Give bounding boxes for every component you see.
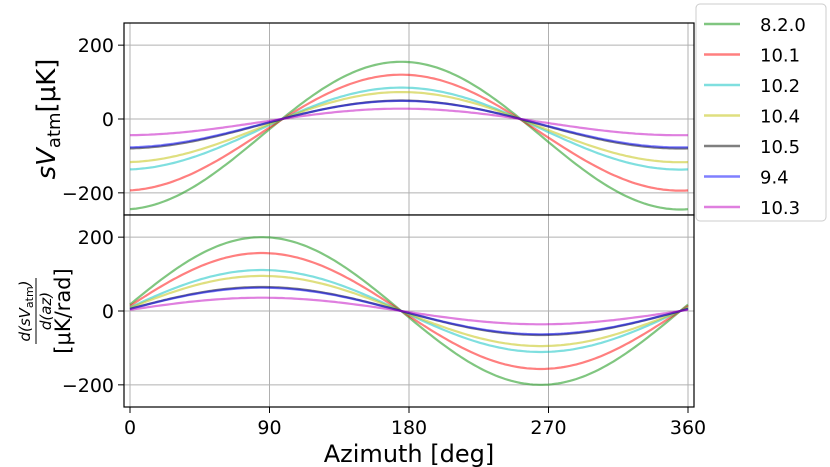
top-ylabel-sub: atm <box>44 112 65 148</box>
top-ytick-label-1: 0 <box>102 109 114 131</box>
xtick-label-270: 270 <box>530 417 566 439</box>
top-y-ticks: 200 0 −200 <box>62 35 124 205</box>
top-gridlines <box>124 23 694 215</box>
top-ylabel-unit: [μK] <box>32 59 62 113</box>
bottom-ytick-label-2: −200 <box>62 375 114 397</box>
bottom-ylabel-denominator: d(az) <box>37 292 55 330</box>
bottom-x-ticks: 0 90 180 270 360 <box>124 407 706 439</box>
bottom-series-line-10.1 <box>129 251 689 371</box>
top-series-line-9.4 <box>130 99 689 149</box>
xtick-label-90: 90 <box>257 417 281 439</box>
xtick-label-360: 360 <box>670 417 706 439</box>
bottom-series-line-10.3 <box>129 296 689 326</box>
top-ytick-label-0: 200 <box>78 35 114 57</box>
top-series-line-10.1 <box>129 73 689 192</box>
legend-label-8.2.0: 8.2.0 <box>760 15 806 36</box>
legend-label-10.2: 10.2 <box>760 76 800 97</box>
legend-entries: 8.2.0 10.1 10.2 10.4 10.5 9.4 10.3 <box>704 15 806 219</box>
bottom-ylabel-num-end: ) <box>16 280 34 287</box>
bottom-panel: 200 0 −200 0 90 180 270 360 d(sVatm) d(az) [μK… <box>16 214 706 467</box>
top-series-line-10.4 <box>129 91 689 164</box>
top-series-line-10.3 <box>129 107 688 137</box>
bottom-ylabel-numerator: d(sVatm) <box>16 280 36 341</box>
top-series-line-8.2.0 <box>129 60 689 211</box>
bottom-series-lines <box>129 236 689 386</box>
legend-label-10.1: 10.1 <box>760 46 800 67</box>
bottom-ytick-label-0: 200 <box>78 227 114 249</box>
legend-label-9.4: 9.4 <box>760 168 789 189</box>
legend-label-10.4: 10.4 <box>760 107 800 128</box>
bottom-y-axis-label: d(sVatm) d(az) <box>16 278 55 344</box>
x-axis-label: Azimuth [deg] <box>324 440 494 467</box>
top-ylabel-main: sV <box>32 146 62 180</box>
legend: 8.2.0 10.1 10.2 10.4 10.5 9.4 10.3 <box>695 3 827 222</box>
bottom-ylabel-unit: [μK/rad] <box>51 268 75 353</box>
legend-label-10.3: 10.3 <box>760 198 800 219</box>
top-ytick-label-2: −200 <box>62 183 114 205</box>
bottom-ytick-label-1: 0 <box>102 301 114 323</box>
top-series-line-10.2 <box>129 86 689 171</box>
bottom-ylabel-num-sub: atm <box>23 286 36 308</box>
bottom-y-ticks: 200 0 −200 <box>62 227 124 397</box>
xtick-label-180: 180 <box>391 417 427 439</box>
xtick-label-0: 0 <box>124 417 136 439</box>
top-series-lines <box>129 60 689 211</box>
bottom-ylabel-num: d(sV <box>16 306 34 341</box>
legend-box <box>695 3 827 222</box>
top-y-axis-label: sVatm[μK] <box>32 59 65 180</box>
legend-label-10.5: 10.5 <box>760 137 800 158</box>
bottom-gridlines <box>124 215 694 407</box>
top-panel: 200 0 −200 sVatm[μK] <box>32 22 695 216</box>
